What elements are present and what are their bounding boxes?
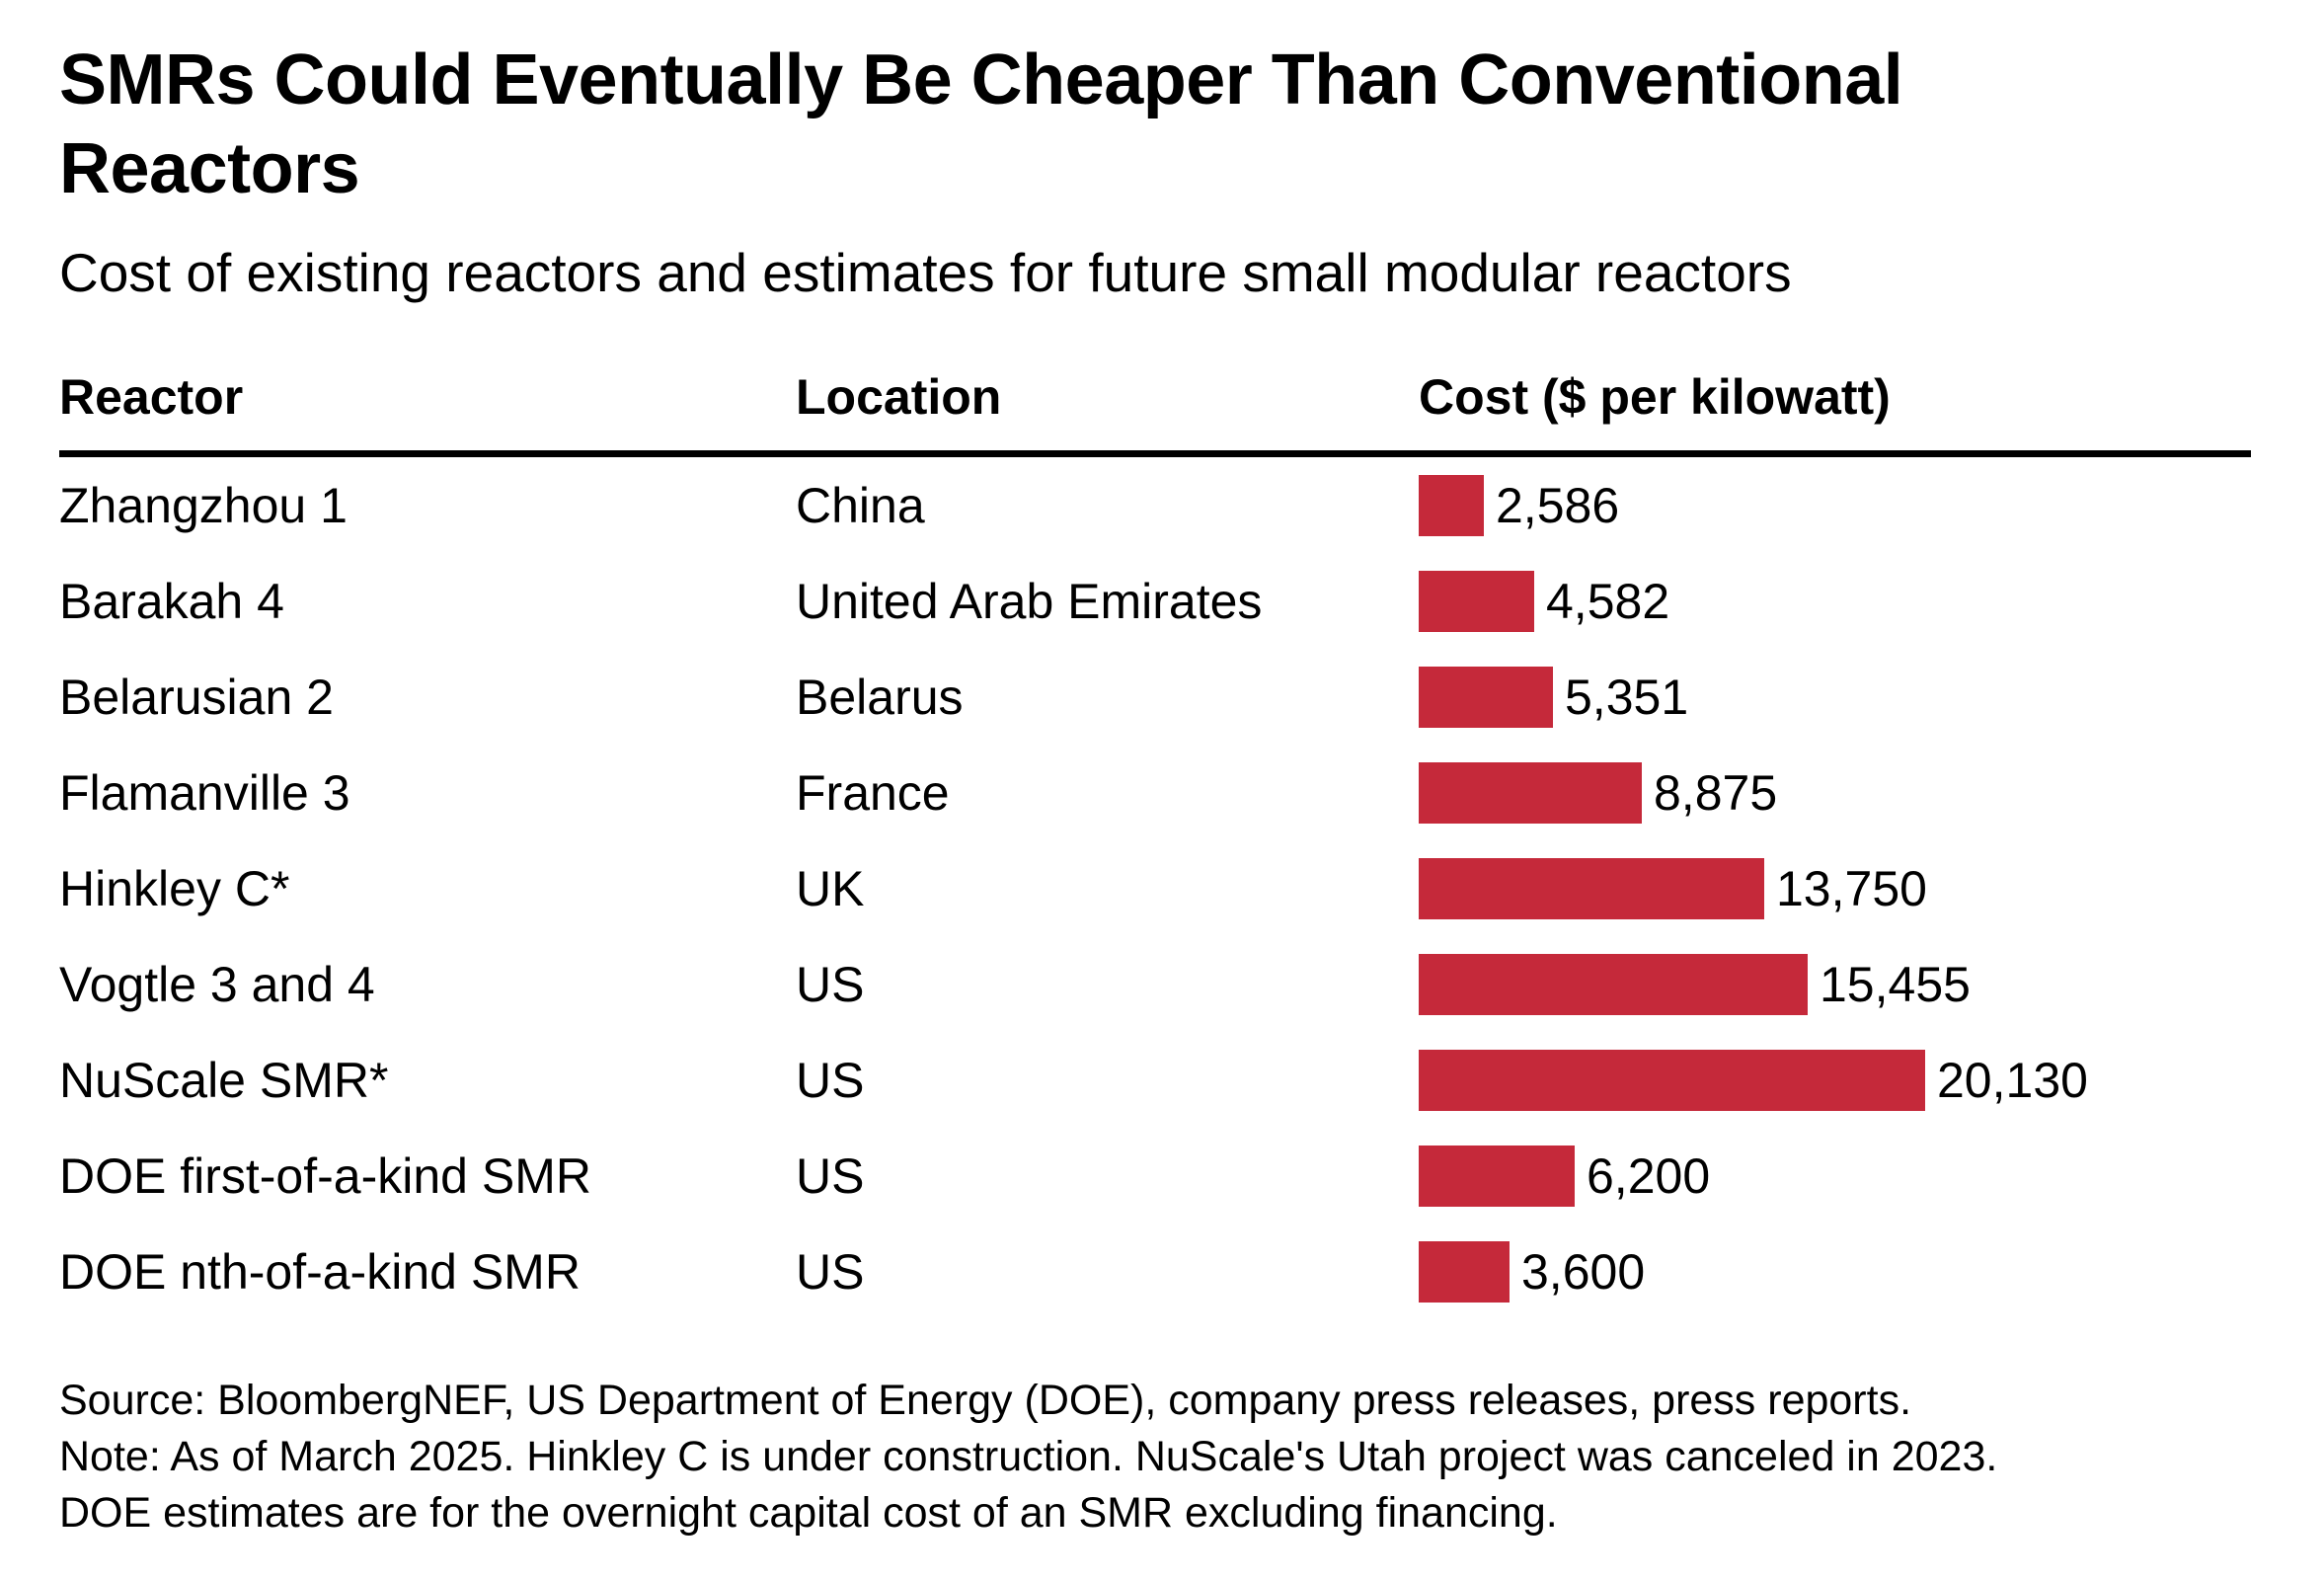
table-header-row: Reactor Location Cost ($ per kilowatt) — [59, 367, 2251, 427]
chart-title-line1: SMRs Could Eventually Be Cheaper Than Co… — [59, 40, 1903, 119]
reactor-location: United Arab Emirates — [796, 573, 1263, 629]
note-line-2: DOE estimates are for the overnight capi… — [59, 1489, 1558, 1537]
cost-bar — [1419, 857, 1764, 919]
table-row: DOE nth-of-a-kind SMR US 3,600 — [59, 1224, 2251, 1319]
table-row: Belarusian 2 Belarus 5,351 — [59, 649, 2251, 745]
chart-title-line2: Reactors — [59, 129, 360, 208]
table-row: NuScale SMR* US 20,130 — [59, 1032, 2251, 1128]
column-header-reactor: Reactor — [59, 369, 244, 425]
reactor-name: Vogtle 3 and 4 — [59, 956, 375, 1012]
cost-cell: 6,200 — [1419, 1145, 2251, 1207]
column-header-cost: Cost ($ per kilowatt) — [1419, 369, 1891, 425]
cost-cell: 2,586 — [1419, 474, 2251, 536]
table-row: Zhangzhou 1 China 2,586 — [59, 457, 2251, 553]
cost-bar — [1419, 474, 1484, 536]
header-divider-rule — [59, 450, 2251, 457]
reactor-location: China — [796, 477, 925, 533]
reactor-location: UK — [796, 860, 865, 916]
column-header-location: Location — [796, 369, 1002, 425]
reactor-location: US — [796, 1147, 865, 1204]
reactor-name: Flamanville 3 — [59, 764, 350, 821]
chart-title: SMRs Could Eventually Be Cheaper Than Co… — [59, 36, 2132, 213]
cost-value: 2,586 — [1496, 477, 1620, 533]
cost-cell: 13,750 — [1419, 857, 2251, 919]
cost-bar — [1419, 1049, 1925, 1111]
note-line-1: Note: As of March 2025. Hinkley C is und… — [59, 1433, 1998, 1480]
cost-bar — [1419, 953, 1808, 1015]
cost-value: 20,130 — [1937, 1052, 2088, 1108]
reactor-location: US — [796, 1243, 865, 1300]
reactor-location: France — [796, 764, 950, 821]
reactor-name: Zhangzhou 1 — [59, 477, 348, 533]
cost-bar — [1419, 1145, 1575, 1207]
table-row: Hinkley C* UK 13,750 — [59, 840, 2251, 936]
cost-bar — [1419, 666, 1553, 728]
cost-cell: 4,582 — [1419, 570, 2251, 632]
reactor-name: Hinkley C* — [59, 860, 290, 916]
table-body: Zhangzhou 1 China 2,586 Barakah 4 United… — [59, 457, 2251, 1319]
reactor-name: DOE first-of-a-kind SMR — [59, 1147, 591, 1204]
cost-cell: 3,600 — [1419, 1240, 2251, 1303]
reactor-name: NuScale SMR* — [59, 1052, 389, 1108]
cost-bar — [1419, 1240, 1510, 1303]
reactor-name: Barakah 4 — [59, 573, 284, 629]
cost-cell: 5,351 — [1419, 666, 2251, 728]
chart-card: SMRs Could Eventually Be Cheaper Than Co… — [59, 36, 2265, 1541]
cost-value: 8,875 — [1654, 764, 1778, 821]
cost-cell: 15,455 — [1419, 953, 2251, 1015]
cost-value: 3,600 — [1521, 1243, 1646, 1300]
cost-bar — [1419, 761, 1642, 824]
reactor-cost-table: Reactor Location Cost ($ per kilowatt) Z… — [59, 367, 2251, 1319]
chart-footer: Source: BloombergNEF, US Department of E… — [59, 1373, 2265, 1541]
reactor-name: DOE nth-of-a-kind SMR — [59, 1243, 581, 1300]
chart-subtitle: Cost of existing reactors and estimates … — [59, 242, 1792, 303]
source-line: Source: BloombergNEF, US Department of E… — [59, 1377, 1912, 1424]
cost-bar — [1419, 570, 1534, 632]
cost-value: 5,351 — [1565, 669, 1689, 725]
table-row: Flamanville 3 France 8,875 — [59, 745, 2251, 840]
cost-cell: 20,130 — [1419, 1049, 2251, 1111]
table-row: Barakah 4 United Arab Emirates 4,582 — [59, 553, 2251, 649]
table-row: DOE first-of-a-kind SMR US 6,200 — [59, 1128, 2251, 1224]
reactor-name: Belarusian 2 — [59, 669, 334, 725]
reactor-location: Belarus — [796, 669, 964, 725]
cost-cell: 8,875 — [1419, 761, 2251, 824]
cost-value: 4,582 — [1546, 573, 1670, 629]
cost-value: 15,455 — [1820, 956, 1971, 1012]
cost-value: 6,200 — [1587, 1147, 1711, 1204]
cost-value: 13,750 — [1776, 860, 1927, 916]
table-row: Vogtle 3 and 4 US 15,455 — [59, 936, 2251, 1032]
reactor-location: US — [796, 956, 865, 1012]
reactor-location: US — [796, 1052, 865, 1108]
